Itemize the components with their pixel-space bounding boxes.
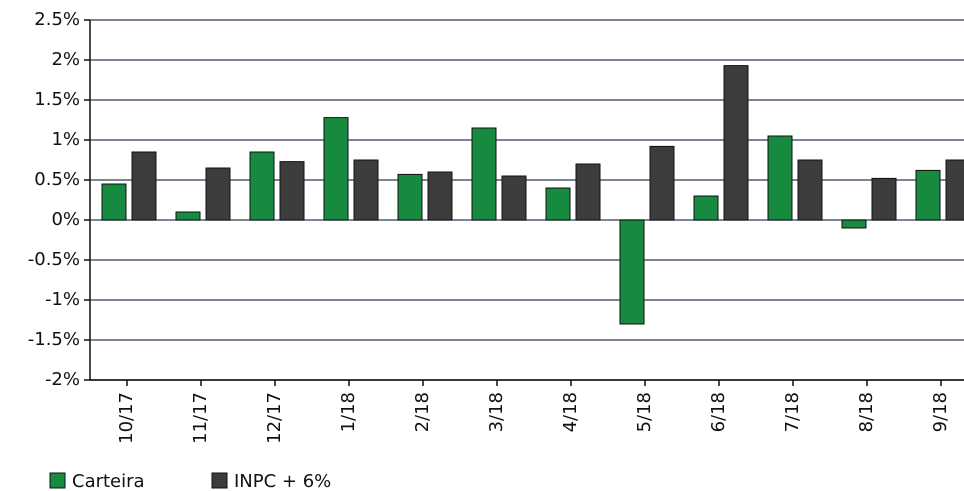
bar bbox=[871, 177, 897, 221]
bar bbox=[397, 173, 423, 221]
legend-swatch bbox=[49, 472, 66, 489]
y-tick-label: 2.5% bbox=[34, 9, 80, 30]
bar bbox=[545, 187, 571, 221]
x-tick-label: 8/18 bbox=[856, 392, 877, 432]
bar bbox=[767, 135, 793, 221]
bar bbox=[723, 65, 749, 221]
y-tick-label: -1.5% bbox=[28, 329, 80, 350]
bar bbox=[841, 219, 867, 229]
bar bbox=[945, 159, 964, 221]
x-tick-label: 1/18 bbox=[338, 392, 359, 432]
x-tick-label: 5/18 bbox=[634, 392, 655, 432]
x-tick-label: 2/18 bbox=[412, 392, 433, 432]
bar bbox=[501, 175, 527, 221]
bar bbox=[693, 195, 719, 221]
bar bbox=[619, 219, 645, 325]
legend-label: Carteira bbox=[72, 471, 145, 491]
legend-label: INPC + 6% bbox=[234, 471, 331, 491]
y-tick-label: 0.5% bbox=[34, 169, 80, 190]
y-tick-label: -2% bbox=[45, 369, 80, 390]
bar bbox=[427, 171, 453, 221]
x-tick-label: 9/18 bbox=[930, 392, 951, 432]
y-tick-label: -0.5% bbox=[28, 249, 80, 270]
y-tick-label: 2% bbox=[51, 49, 80, 70]
x-tick-label: 3/18 bbox=[486, 392, 507, 432]
bar bbox=[205, 167, 231, 221]
bar bbox=[649, 145, 675, 221]
x-tick-label: 10/17 bbox=[116, 392, 137, 444]
bar bbox=[575, 163, 601, 221]
bar bbox=[175, 211, 201, 221]
y-tick-label: -1% bbox=[45, 289, 80, 310]
bar bbox=[797, 159, 823, 221]
y-tick-label: 1.5% bbox=[34, 89, 80, 110]
legend-swatch bbox=[211, 472, 228, 489]
bar bbox=[279, 161, 305, 221]
bar bbox=[323, 117, 349, 221]
x-tick-label: 7/18 bbox=[782, 392, 803, 432]
y-tick-label: 0% bbox=[51, 209, 80, 230]
bar bbox=[353, 159, 379, 221]
x-tick-label: 4/18 bbox=[560, 392, 581, 432]
bar bbox=[131, 151, 157, 221]
bar bbox=[249, 151, 275, 221]
y-tick-label: 1% bbox=[51, 129, 80, 150]
bar bbox=[915, 169, 941, 221]
bar bbox=[471, 127, 497, 221]
x-tick-label: 12/17 bbox=[264, 392, 285, 444]
bar bbox=[101, 183, 127, 221]
x-tick-label: 6/18 bbox=[708, 392, 729, 432]
x-tick-label: 11/17 bbox=[190, 392, 211, 444]
